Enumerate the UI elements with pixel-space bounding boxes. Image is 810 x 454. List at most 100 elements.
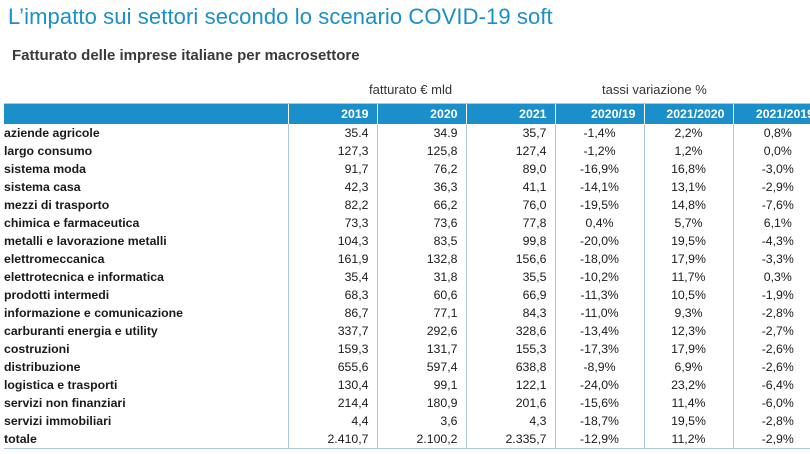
cell-value: 73,3 bbox=[344, 216, 369, 230]
sector-label: distribuzione bbox=[4, 360, 81, 374]
sector-label: servizi non finanziari bbox=[4, 396, 126, 410]
cell-value: 155,3 bbox=[515, 342, 547, 356]
revenue-cell: 89,0 bbox=[465, 160, 555, 178]
revenue-cell: 597,4 bbox=[376, 358, 466, 376]
cell-value: -2,6% bbox=[761, 360, 794, 374]
rate-cell: -2,6% bbox=[732, 358, 810, 376]
cell-value: -2,7% bbox=[761, 324, 794, 338]
revenue-cell: 161,9 bbox=[287, 250, 377, 268]
header-2021: 2021 bbox=[465, 103, 555, 124]
table-body: aziende agricole 35.4 34.9 35,7 -1,4% 2,2% 0,8… bbox=[4, 124, 810, 449]
cell-value: -1,2% bbox=[583, 144, 616, 158]
revenue-cell: 292,6 bbox=[376, 322, 466, 340]
cell-value: 3,6 bbox=[440, 414, 458, 428]
cell-value: 161,9 bbox=[337, 252, 369, 266]
cell-value: 82,2 bbox=[344, 198, 369, 212]
rate-cell: -18,7% bbox=[554, 412, 644, 430]
cell-value: -1,4% bbox=[583, 126, 616, 140]
rate-cell: -18,0% bbox=[554, 250, 644, 268]
cell-value: 76,2 bbox=[433, 162, 458, 176]
rate-cell: -2,8% bbox=[732, 304, 810, 322]
cell-value: 159,3 bbox=[337, 342, 369, 356]
revenue-cell: 155,3 bbox=[465, 340, 555, 358]
rate-cell: -10,2% bbox=[554, 268, 644, 286]
revenue-cell: 159,3 bbox=[287, 340, 377, 358]
sector-label: servizi immobiliari bbox=[4, 414, 112, 428]
rate-cell: -2,6% bbox=[732, 340, 810, 358]
table-row: elettrotecnica e informatica 35,4 31,8 35,5… bbox=[4, 268, 810, 286]
rate-cell: 2,2% bbox=[643, 124, 733, 142]
cell-value: 35,7 bbox=[522, 126, 547, 140]
cell-value: 1,2% bbox=[674, 144, 703, 158]
rate-cell: -8,9% bbox=[554, 358, 644, 376]
rate-cell: -17,3% bbox=[554, 340, 644, 358]
sector-label: metalli e lavorazione metalli bbox=[4, 234, 167, 248]
revenue-cell: 3,6 bbox=[376, 412, 466, 430]
rate-cell: -3,0% bbox=[732, 160, 810, 178]
sector-label: prodotti intermedi bbox=[4, 288, 110, 302]
cell-value: 6,9% bbox=[674, 360, 703, 374]
cell-value: 35,5 bbox=[522, 270, 547, 284]
sector-label: chimica e farmaceutica bbox=[4, 216, 140, 230]
revenue-cell: 73,3 bbox=[287, 214, 377, 232]
table-row: carburanti energia e utility 337,7 292,6 32… bbox=[4, 322, 810, 340]
cell-value: 127,4 bbox=[515, 144, 547, 158]
cell-value: 89,0 bbox=[522, 162, 547, 176]
revenue-cell: 131,7 bbox=[376, 340, 466, 358]
rate-cell: -1,2% bbox=[554, 142, 644, 160]
cell-value: 84,3 bbox=[522, 306, 547, 320]
revenue-cell: 34.9 bbox=[376, 124, 466, 142]
table-row: servizi non finanziari 214,4 180,9 201,6 -15… bbox=[4, 394, 810, 412]
table-row: elettromeccanica 161,9 132,8 156,6 -18,0% 17,… bbox=[4, 250, 810, 268]
cell-value: 99,1 bbox=[433, 378, 458, 392]
rate-cell: -16,9% bbox=[554, 160, 644, 178]
cell-value: -11,0% bbox=[580, 306, 619, 320]
cell-value: 638,8 bbox=[515, 360, 547, 374]
rate-cell: -2,9% bbox=[732, 178, 810, 196]
cell-value: -7,6% bbox=[761, 198, 794, 212]
cell-value: 122,1 bbox=[515, 378, 547, 392]
revenue-cell: 125,8 bbox=[376, 142, 466, 160]
rate-cell: 6,9% bbox=[643, 358, 733, 376]
rate-cell: 13,1% bbox=[643, 178, 733, 196]
revenue-cell: 68,3 bbox=[287, 286, 377, 304]
cell-value: 655,6 bbox=[337, 360, 369, 374]
header-blank bbox=[4, 103, 288, 124]
rate-cell: -19,5% bbox=[554, 196, 644, 214]
revenue-cell: 201,6 bbox=[465, 394, 555, 412]
cell-value: 76,0 bbox=[522, 198, 547, 212]
cell-value: -2,9% bbox=[761, 180, 794, 194]
table-row: sistema moda 91,7 76,2 89,0 -16,9% 16,8% -3,0% bbox=[4, 160, 810, 178]
sector-label: elettromeccanica bbox=[4, 252, 105, 266]
sector-label: largo consumo bbox=[4, 144, 93, 158]
cell-value: 180,9 bbox=[426, 396, 458, 410]
cell-value: 16,8% bbox=[671, 162, 706, 176]
cell-value: -16,9% bbox=[580, 162, 619, 176]
revenue-group-header: fatturato € mld bbox=[369, 82, 453, 97]
rate-cell: -1,4% bbox=[554, 124, 644, 142]
cell-value: -2,6% bbox=[761, 342, 794, 356]
cell-value: 60,6 bbox=[433, 288, 458, 302]
cell-value: -10,2% bbox=[580, 270, 619, 284]
cell-value: 0,0% bbox=[763, 144, 792, 158]
rate-cell: 6,1% bbox=[732, 214, 810, 232]
cell-value: -18,0% bbox=[580, 252, 619, 266]
revenue-cell: 655,6 bbox=[287, 358, 377, 376]
cell-value: 11,4% bbox=[671, 396, 706, 410]
rate-cell: 11,2% bbox=[643, 430, 733, 449]
cell-value: -6,4% bbox=[761, 378, 794, 392]
cell-value: 5,7% bbox=[674, 216, 703, 230]
rate-cell: -6,0% bbox=[732, 394, 810, 412]
rate-cell: 0,0% bbox=[732, 142, 810, 160]
revenue-cell: 76,0 bbox=[465, 196, 555, 214]
revenue-cell: 42,3 bbox=[287, 178, 377, 196]
cell-value: 0,8% bbox=[763, 126, 792, 140]
cell-value: 0,4% bbox=[585, 216, 614, 230]
cell-value: 2.100,2 bbox=[416, 432, 458, 446]
table-row: largo consumo 127,3 125,8 127,4 -1,2% 1,2% 0,0… bbox=[4, 142, 810, 160]
cell-value: 214,4 bbox=[337, 396, 369, 410]
cell-value: 9,3% bbox=[674, 306, 703, 320]
rate-cell: -14,1% bbox=[554, 178, 644, 196]
cell-value: 34.9 bbox=[433, 126, 458, 140]
table-row: prodotti intermedi 68,3 60,6 66,9 -11,3% 10,5… bbox=[4, 286, 810, 304]
